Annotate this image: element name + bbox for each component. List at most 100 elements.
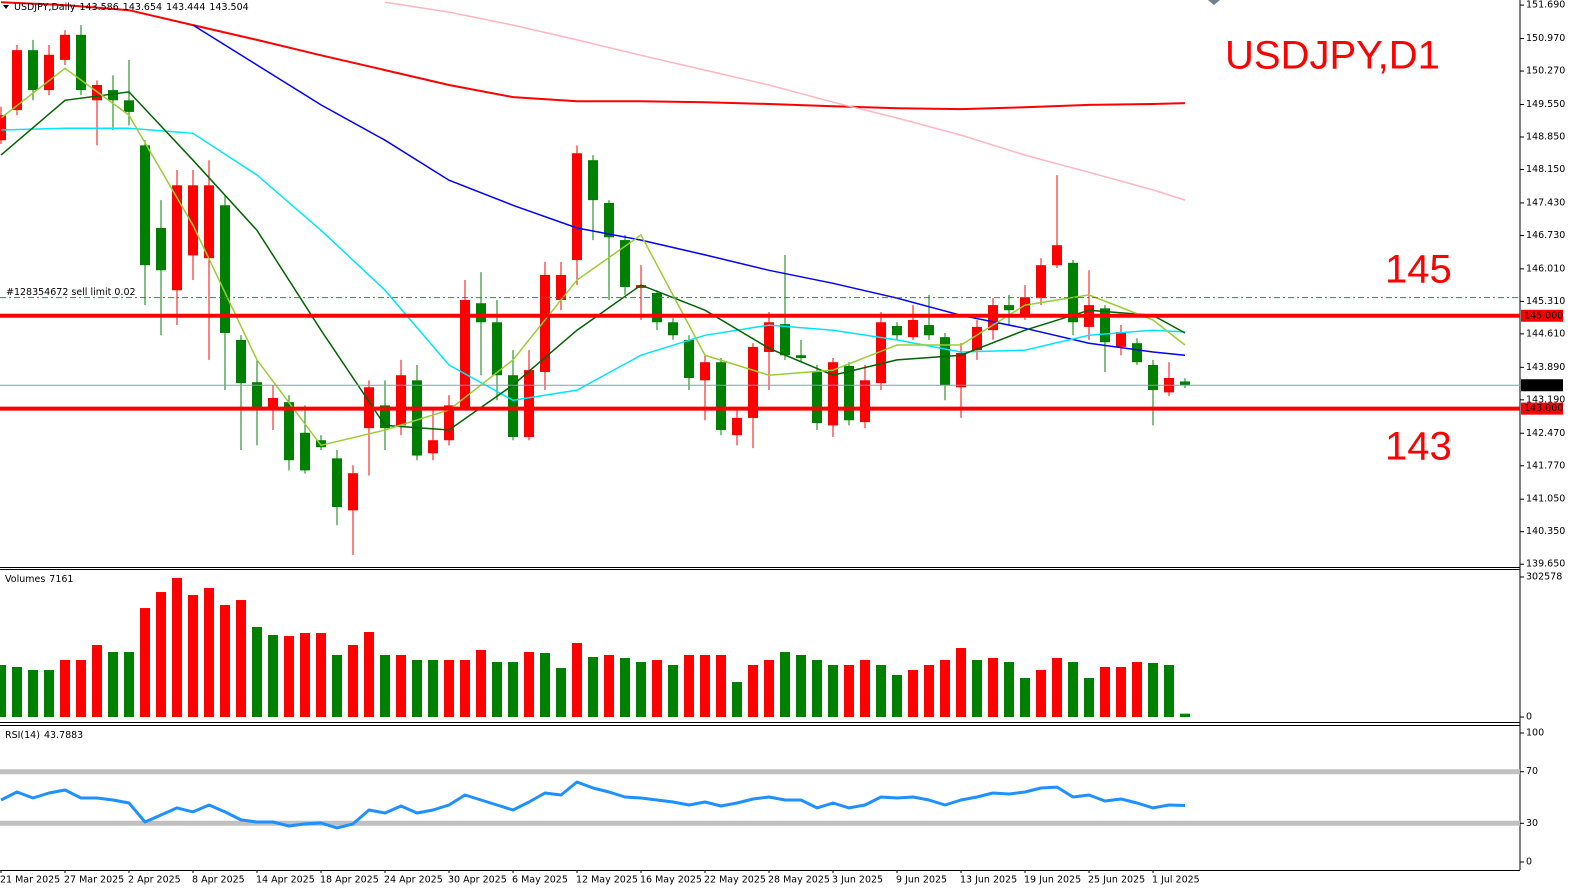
candle-body — [620, 240, 630, 287]
volume-last: 7161 — [49, 574, 73, 585]
rsi-last: 43.7883 — [44, 730, 83, 741]
y-tick-label: 143.190 — [1526, 394, 1565, 405]
volume-bar — [284, 636, 294, 717]
candle-body — [316, 440, 326, 448]
candle-body — [940, 337, 950, 385]
volume-bar — [716, 654, 726, 717]
y-tick-label: 0 — [1526, 712, 1532, 723]
y-tick-label: 149.550 — [1526, 99, 1565, 110]
volume-bar — [188, 595, 198, 717]
bid-label: 143.504 — [1524, 380, 1563, 391]
menu-arrow — [3, 5, 9, 9]
y-tick-label: 146.730 — [1526, 230, 1565, 241]
volume-bar — [140, 608, 150, 717]
y-tick-label: 100 — [1526, 728, 1544, 739]
volume-bar — [908, 669, 918, 717]
volume-bar — [60, 659, 70, 717]
candle-body — [412, 380, 422, 456]
y-tick-label: 30 — [1526, 818, 1538, 829]
x-tick-label: 13 Jun 2025 — [960, 875, 1017, 886]
volume-bar — [812, 659, 822, 717]
y-tick-label: 150.970 — [1526, 33, 1565, 44]
candle-body — [476, 303, 486, 323]
moving-average — [0, 91, 1186, 431]
candle-body — [0, 115, 6, 141]
y-tick-label: 139.650 — [1526, 559, 1565, 570]
candle-body — [12, 50, 22, 111]
candle-body — [380, 405, 390, 429]
volume-bar — [268, 635, 278, 717]
candle-body — [220, 205, 230, 333]
volume-bar — [172, 578, 182, 717]
volume-bar — [348, 645, 358, 717]
chart-header: USDJPY,Daily 143.586 143.654 143.444 143.504 — [14, 2, 249, 13]
rsi-title: RSI(14) — [5, 730, 40, 741]
y-tick-label: 70 — [1526, 766, 1538, 777]
ohlc-close: 143.504 — [209, 2, 248, 13]
x-tick-label: 16 May 2025 — [640, 875, 702, 886]
x-tick-label: 3 Jun 2025 — [832, 875, 883, 886]
candle-body — [716, 362, 726, 431]
volume-bar — [92, 645, 102, 717]
candle-body — [636, 285, 646, 288]
candle-body — [428, 440, 438, 454]
x-tick-label: 19 Jun 2025 — [1024, 875, 1081, 886]
volume-bar — [780, 651, 790, 717]
candle-body — [268, 397, 278, 409]
candle-body — [460, 299, 470, 409]
candle-body — [588, 160, 598, 201]
y-tick-label: 143.890 — [1526, 362, 1565, 373]
volume-bar — [748, 664, 758, 717]
volume-bar — [860, 659, 870, 717]
x-tick-label: 25 Jun 2025 — [1088, 875, 1145, 886]
candle-body — [1052, 245, 1062, 266]
candle-body — [828, 362, 838, 426]
volume-bar — [588, 656, 598, 717]
volume-bar — [972, 659, 982, 717]
y-tick-label: 142.470 — [1526, 428, 1565, 439]
candle-body — [444, 405, 454, 441]
volume-bar — [1100, 666, 1110, 717]
volume-title: Volumes — [5, 574, 45, 585]
volume-bar — [220, 605, 230, 717]
candle-body — [156, 228, 166, 271]
candle-body — [684, 339, 694, 378]
volume-bar — [876, 664, 886, 717]
volume-bar — [796, 654, 806, 717]
x-tick-label: 18 Apr 2025 — [320, 875, 379, 886]
candle-body — [124, 100, 134, 112]
volume-bar — [300, 633, 310, 717]
volume-bar — [668, 664, 678, 717]
volume-bar — [28, 669, 38, 717]
y-tick-label: 302578 — [1526, 572, 1562, 583]
volume-bar — [412, 659, 422, 717]
x-tick-label: 2 Apr 2025 — [128, 875, 181, 886]
volume-bar — [1084, 677, 1094, 717]
candle-body — [908, 319, 918, 338]
candle-body — [876, 322, 886, 384]
volume-bar — [572, 643, 582, 717]
candle-body — [764, 322, 774, 352]
volume-bar — [124, 651, 134, 717]
axes: 151.690 150.970 150.270 149.550 148.850 148.1… — [0, 0, 1565, 873]
volume-bar — [204, 588, 214, 717]
y-tick-label: 148.150 — [1526, 164, 1565, 175]
moving-average — [384, 1, 1186, 201]
candle-body — [572, 153, 582, 261]
x-tick-label: 24 Apr 2025 — [384, 875, 443, 886]
rsi-header: RSI(14) 43.7883 — [5, 730, 83, 741]
candle-body — [1068, 262, 1078, 323]
candle-body — [668, 322, 678, 336]
candle-body — [1100, 308, 1110, 343]
chart-title: USDJPY,D1 — [1225, 34, 1440, 78]
volume-bar — [684, 654, 694, 717]
candle-body — [252, 382, 262, 409]
y-tick-label: 140.350 — [1526, 526, 1565, 537]
y-tick-label: 141.050 — [1526, 494, 1565, 505]
volume-bar — [1004, 661, 1014, 717]
y-tick-label: 144.610 — [1526, 328, 1565, 339]
y-tick-label: 151.690 — [1526, 0, 1565, 11]
